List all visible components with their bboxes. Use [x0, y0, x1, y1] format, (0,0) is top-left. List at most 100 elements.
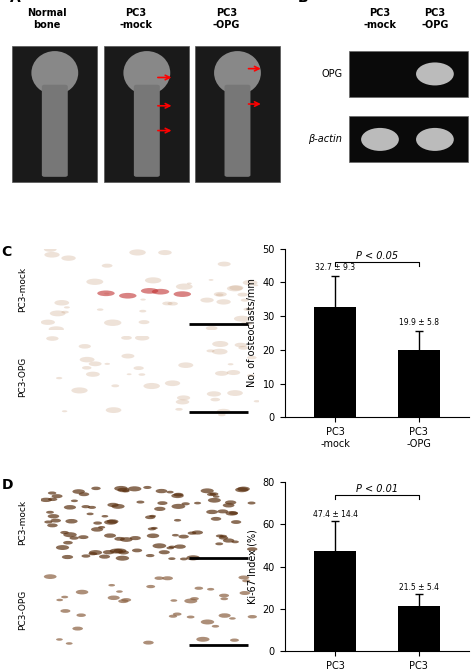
Text: 47.4 ± 14.4: 47.4 ± 14.4	[312, 509, 357, 519]
Circle shape	[168, 410, 174, 412]
Circle shape	[41, 344, 52, 348]
FancyBboxPatch shape	[195, 46, 280, 182]
FancyBboxPatch shape	[104, 46, 190, 182]
Circle shape	[118, 599, 128, 603]
Circle shape	[120, 416, 127, 418]
Circle shape	[93, 521, 102, 525]
Circle shape	[76, 590, 88, 595]
Circle shape	[174, 519, 181, 521]
Circle shape	[118, 488, 129, 493]
Circle shape	[175, 384, 191, 391]
Circle shape	[122, 325, 139, 331]
Circle shape	[182, 503, 190, 505]
Circle shape	[186, 556, 200, 560]
Circle shape	[103, 550, 115, 554]
Circle shape	[153, 544, 166, 548]
Circle shape	[247, 501, 255, 505]
Bar	[398, 606, 440, 651]
Circle shape	[73, 489, 85, 494]
Circle shape	[118, 550, 129, 554]
Circle shape	[180, 558, 188, 560]
Ellipse shape	[141, 288, 158, 294]
Circle shape	[213, 495, 219, 498]
Circle shape	[219, 536, 228, 539]
FancyBboxPatch shape	[12, 46, 97, 182]
Circle shape	[157, 501, 167, 505]
Circle shape	[242, 344, 246, 346]
Circle shape	[64, 505, 76, 509]
Circle shape	[166, 249, 174, 252]
Circle shape	[124, 398, 138, 403]
Circle shape	[148, 527, 156, 530]
Ellipse shape	[416, 62, 454, 85]
Circle shape	[216, 374, 231, 380]
Circle shape	[136, 348, 148, 352]
Circle shape	[225, 349, 232, 352]
Circle shape	[55, 389, 68, 393]
Circle shape	[64, 378, 82, 384]
Ellipse shape	[416, 128, 454, 151]
Circle shape	[187, 615, 194, 619]
Circle shape	[153, 252, 161, 256]
Text: PC3
-mock: PC3 -mock	[364, 9, 396, 30]
Text: 32.7 ± 9.3: 32.7 ± 9.3	[315, 263, 355, 272]
Circle shape	[250, 340, 263, 346]
Circle shape	[249, 370, 265, 376]
Circle shape	[222, 378, 239, 384]
Circle shape	[46, 511, 54, 514]
Circle shape	[63, 532, 77, 537]
Ellipse shape	[152, 289, 169, 295]
Circle shape	[56, 545, 69, 550]
Circle shape	[159, 550, 170, 554]
Circle shape	[116, 556, 129, 561]
Circle shape	[143, 486, 152, 489]
Circle shape	[87, 338, 101, 343]
Circle shape	[101, 322, 106, 324]
Circle shape	[219, 594, 229, 597]
Circle shape	[182, 391, 193, 395]
Circle shape	[104, 533, 116, 538]
Circle shape	[41, 265, 59, 271]
Circle shape	[242, 579, 250, 582]
Circle shape	[214, 356, 223, 359]
Circle shape	[173, 493, 183, 497]
Circle shape	[128, 486, 141, 491]
Circle shape	[154, 301, 164, 305]
Circle shape	[229, 511, 238, 515]
Circle shape	[76, 613, 86, 617]
Circle shape	[101, 515, 108, 517]
Circle shape	[223, 538, 234, 543]
Circle shape	[109, 549, 123, 554]
Circle shape	[79, 493, 89, 496]
Circle shape	[137, 501, 145, 503]
Circle shape	[239, 591, 250, 595]
Circle shape	[162, 576, 173, 580]
Circle shape	[91, 527, 103, 531]
Circle shape	[201, 488, 214, 493]
Circle shape	[192, 530, 203, 535]
Text: β-actin: β-actin	[308, 134, 342, 144]
Circle shape	[48, 514, 59, 519]
Circle shape	[230, 408, 245, 413]
Circle shape	[134, 376, 140, 379]
Text: A: A	[9, 0, 20, 5]
Circle shape	[65, 519, 78, 523]
Circle shape	[183, 415, 188, 417]
Circle shape	[40, 498, 52, 502]
Circle shape	[44, 521, 53, 523]
Circle shape	[48, 491, 56, 495]
Circle shape	[166, 546, 174, 550]
Circle shape	[154, 507, 165, 511]
Text: PC3
-OPG: PC3 -OPG	[421, 9, 448, 30]
Circle shape	[172, 504, 185, 509]
Circle shape	[104, 520, 118, 525]
Circle shape	[73, 268, 87, 274]
Circle shape	[130, 358, 143, 362]
Circle shape	[47, 523, 58, 527]
Bar	[314, 307, 356, 417]
Circle shape	[78, 535, 89, 539]
Circle shape	[249, 340, 261, 345]
Circle shape	[103, 309, 111, 312]
Circle shape	[136, 291, 145, 295]
Circle shape	[166, 491, 173, 493]
